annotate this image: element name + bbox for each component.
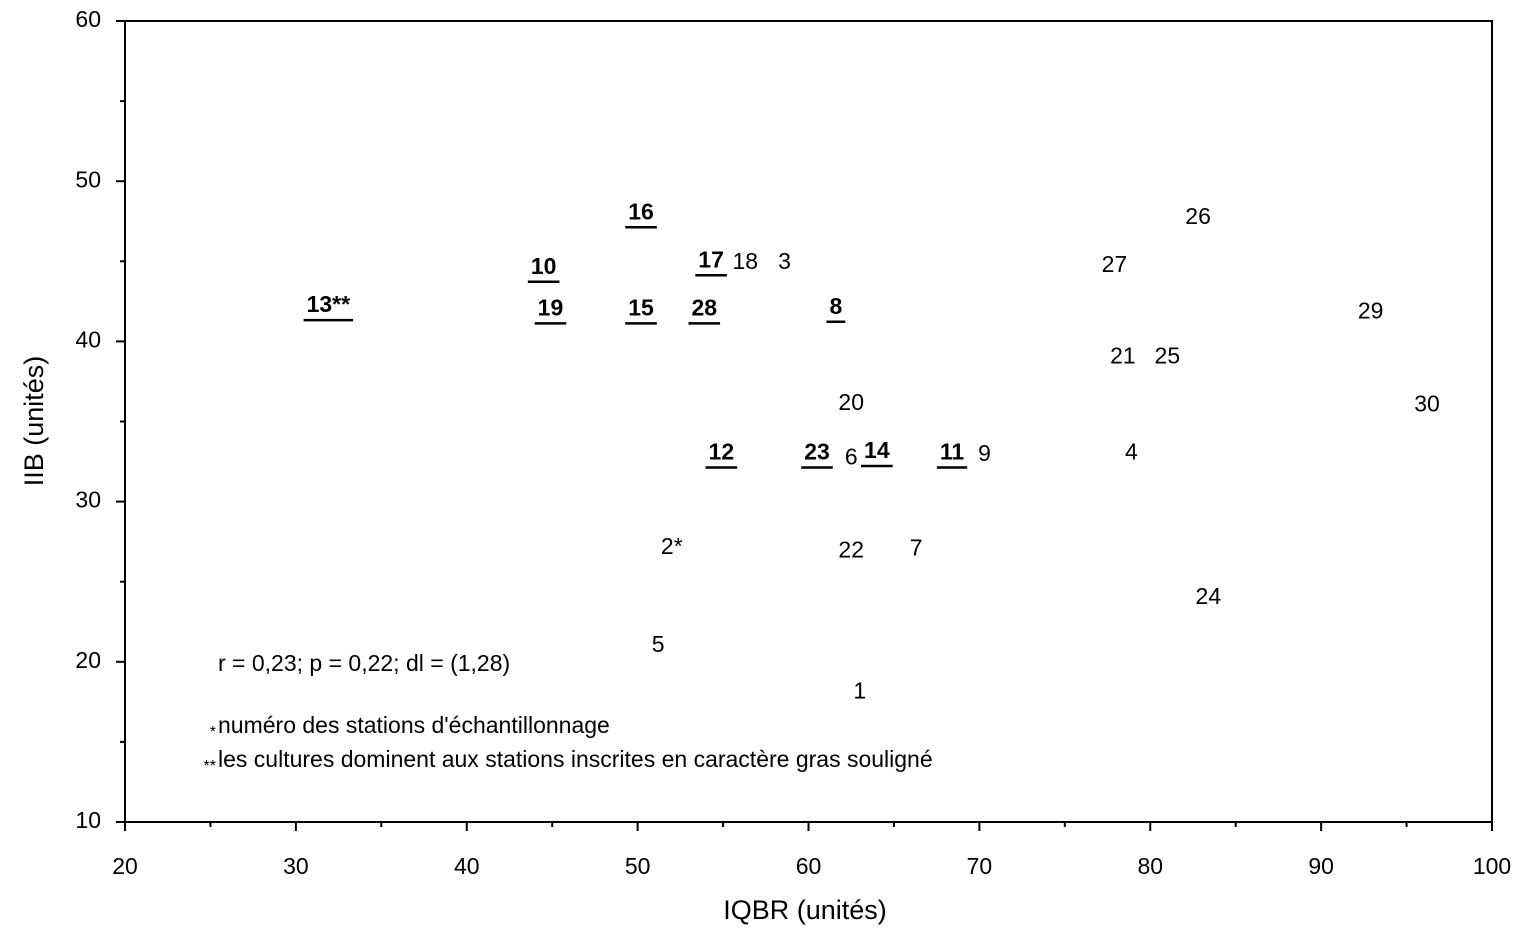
point-label: 21 xyxy=(1110,342,1136,368)
point-label: 24 xyxy=(1196,583,1222,609)
point-label: 25 xyxy=(1155,342,1181,368)
point-label: 23 xyxy=(804,439,830,465)
y-tick-label: 40 xyxy=(75,326,101,352)
x-tick-label: 100 xyxy=(1473,853,1511,879)
point-label: 14 xyxy=(864,437,890,463)
plot-frame xyxy=(124,20,1493,823)
point-label: 13** xyxy=(307,291,351,317)
point-label: 19 xyxy=(538,294,564,320)
y-tick-label: 20 xyxy=(75,647,101,673)
point-label: 10 xyxy=(531,253,557,279)
y-tick-label: 30 xyxy=(75,487,101,513)
point-label: 2* xyxy=(661,533,683,559)
x-tick-label: 80 xyxy=(1137,853,1163,879)
point-label: 15 xyxy=(628,294,654,320)
x-tick-label: 90 xyxy=(1308,853,1334,879)
x-tick-label: 40 xyxy=(454,853,480,879)
point-label: 12 xyxy=(709,439,735,465)
point-label: 22 xyxy=(838,536,864,562)
annotation: r = 0,23; p = 0,22; dl = (1,28) xyxy=(218,650,510,676)
x-tick-label: 30 xyxy=(283,853,309,879)
y-tick-label: 60 xyxy=(75,6,101,32)
y-tick-label: 10 xyxy=(75,807,101,833)
y-tick-label: 50 xyxy=(75,166,101,192)
point-label: 7 xyxy=(910,535,923,561)
x-tick-label: 20 xyxy=(112,853,138,879)
point-label: 11 xyxy=(940,439,965,465)
point-label: 30 xyxy=(1414,391,1440,417)
x-tick-label: 70 xyxy=(967,853,993,879)
annotation-marker: * xyxy=(210,724,216,741)
point-label: 3 xyxy=(778,248,791,274)
point-label: 16 xyxy=(628,198,654,224)
x-axis-title: IQBR (unités) xyxy=(723,895,887,925)
point-label: 8 xyxy=(829,293,842,319)
annotation: numéro des stations d'échantillonnage xyxy=(218,712,610,738)
point-label: 28 xyxy=(691,294,717,320)
point-label: 17 xyxy=(698,246,724,272)
point-label: 5 xyxy=(652,631,665,657)
point-label: 29 xyxy=(1358,298,1384,324)
point-label: 4 xyxy=(1125,439,1138,465)
point-label: 27 xyxy=(1102,251,1128,277)
point-label: 18 xyxy=(732,248,758,274)
point-label: 20 xyxy=(838,389,864,415)
point-label: 9 xyxy=(978,440,991,466)
x-tick-label: 50 xyxy=(625,853,651,879)
x-tick-label: 60 xyxy=(796,853,822,879)
point-label: 26 xyxy=(1185,203,1211,229)
annotation: les cultures dominent aux stations inscr… xyxy=(218,746,933,772)
y-axis-title: IIB (unités) xyxy=(19,356,49,487)
point-label: 1 xyxy=(853,677,866,703)
point-label: 6 xyxy=(845,443,858,469)
annotation-marker: ** xyxy=(204,758,216,775)
